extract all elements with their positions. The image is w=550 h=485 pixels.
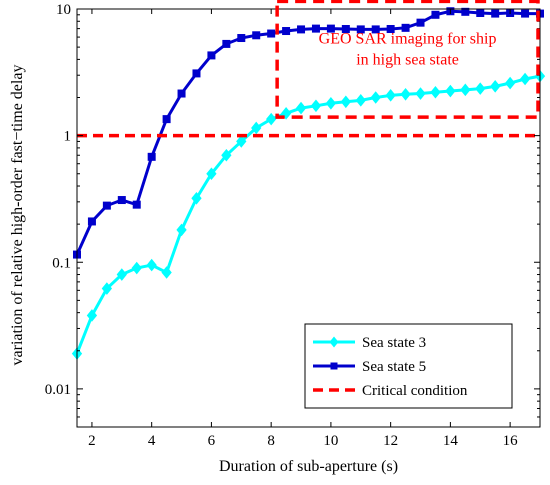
- data-point: [431, 10, 440, 19]
- legend-entry-label: Sea state 3: [362, 335, 426, 351]
- data-point: [266, 112, 277, 126]
- data-point: [326, 24, 335, 33]
- data-point: [267, 29, 276, 38]
- data-point: [131, 261, 142, 275]
- axes-frame: [76, 8, 541, 428]
- data-point: [325, 97, 337, 110]
- data-point: [521, 9, 530, 18]
- data-point: [445, 84, 456, 98]
- axes-layer: 2 4 6 8 10 12 14 16 0.01 0.1 1 10: [45, 2, 541, 449]
- data-point: [491, 9, 500, 18]
- data-point: [370, 91, 381, 104]
- data-point: [460, 83, 471, 97]
- x-tick-label: 10: [323, 433, 338, 449]
- data-point: [116, 268, 127, 281]
- y-tick-label: 1: [64, 129, 72, 145]
- data-point: [146, 258, 157, 272]
- data-point: [237, 34, 246, 43]
- data-point: [341, 25, 350, 34]
- data-point: [162, 115, 171, 124]
- y-tick-label: 10: [56, 2, 71, 18]
- annotation-text-line: in high sea state: [356, 51, 459, 68]
- data-point: [356, 25, 365, 34]
- data-point: [295, 101, 307, 115]
- annotation-box: [275, 0, 540, 119]
- data-point: [191, 191, 202, 205]
- data-point: [176, 223, 187, 237]
- data-point: [102, 201, 111, 210]
- legend-swatch-marker: [330, 362, 338, 370]
- x-tick-label: 8: [267, 433, 275, 449]
- data-point: [310, 99, 322, 113]
- x-tick-label: 6: [208, 433, 216, 449]
- data-point: [132, 200, 141, 209]
- legend-entry-label: Sea state 5: [362, 359, 426, 375]
- x-axis-label: Duration of sub-aperture (s): [219, 458, 398, 475]
- data-point: [161, 266, 172, 279]
- series-1: [71, 69, 546, 360]
- data-point: [177, 89, 186, 98]
- data-point: [371, 25, 380, 34]
- x-tick-label: 4: [148, 433, 156, 449]
- legend-entry-label: Critical condition: [362, 383, 468, 399]
- data-point: [416, 18, 425, 27]
- data-point: [282, 27, 291, 36]
- data-point: [401, 23, 410, 32]
- data-point: [386, 25, 395, 34]
- legend: Sea state 3 Sea state 5 Critical condition: [304, 323, 513, 409]
- data-point: [355, 94, 366, 107]
- data-point: [475, 82, 486, 95]
- data-point: [207, 51, 216, 60]
- data-point: [251, 121, 262, 135]
- y-tick-label: 0.1: [52, 255, 71, 271]
- data-point: [490, 80, 501, 93]
- legend-swatch-marker: [329, 336, 339, 348]
- data-point: [147, 152, 156, 161]
- data-point: [86, 309, 98, 322]
- annotation-layer: GEO SAR imaging for ship in high sea stat…: [275, 0, 540, 119]
- x-tick-label: 12: [383, 433, 398, 449]
- data-point: [221, 148, 232, 162]
- data-point: [385, 89, 396, 102]
- data-point: [519, 72, 531, 86]
- data-point: [504, 76, 516, 90]
- data-point: [311, 24, 320, 33]
- y-tick-label: 0.01: [45, 382, 71, 398]
- data-point: [415, 87, 426, 100]
- x-tick-label: 14: [443, 433, 459, 449]
- data-point: [236, 135, 247, 148]
- data-point: [101, 282, 113, 295]
- annotation-text-line: GEO SAR imaging for ship: [319, 30, 497, 47]
- data-point: [400, 88, 411, 101]
- data-point: [340, 95, 351, 109]
- data-point: [476, 8, 485, 17]
- data-point: [192, 69, 201, 78]
- x-tick-label: 16: [503, 433, 519, 449]
- y-axis-label: variation of relative high-order fast−ti…: [9, 65, 26, 366]
- data-point: [430, 85, 441, 99]
- data-point: [222, 39, 231, 48]
- x-tick-label: 2: [88, 433, 96, 449]
- data-point: [297, 25, 306, 34]
- data-point: [117, 196, 126, 205]
- data-point: [206, 167, 217, 181]
- data-point: [461, 7, 470, 16]
- data-point: [252, 31, 261, 40]
- data-point: [87, 217, 96, 226]
